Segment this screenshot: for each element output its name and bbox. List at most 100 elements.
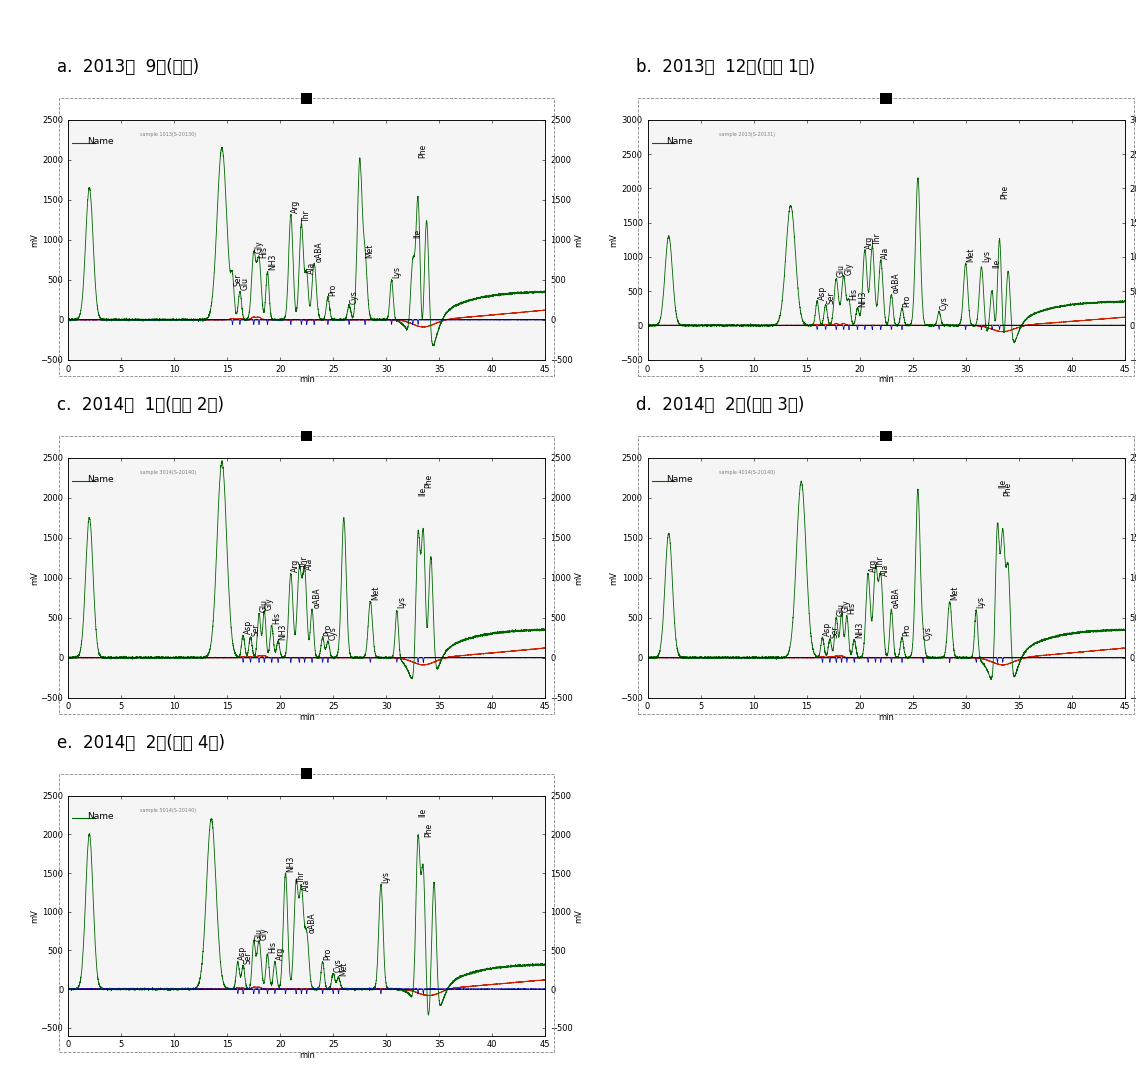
Text: Lys: Lys — [982, 251, 991, 263]
Text: Ala: Ala — [882, 246, 891, 259]
Text: Pro: Pro — [328, 283, 337, 295]
Y-axis label: mV: mV — [31, 909, 39, 922]
Text: His: His — [850, 288, 859, 300]
Text: NH3: NH3 — [286, 856, 295, 872]
Text: Ala: Ala — [307, 262, 316, 275]
Text: Cys: Cys — [328, 627, 337, 640]
Text: His: His — [259, 246, 268, 258]
Text: Pro: Pro — [902, 294, 911, 307]
Text: Ile: Ile — [418, 808, 427, 818]
Text: Thr: Thr — [296, 870, 306, 883]
Text: Phe: Phe — [424, 474, 433, 488]
Text: Arg: Arg — [866, 235, 875, 249]
X-axis label: min: min — [299, 713, 315, 722]
Y-axis label: mV: mV — [575, 233, 583, 246]
Text: Ser: Ser — [243, 952, 252, 965]
Text: b.  2013년  12월(숙성 1달): b. 2013년 12월(숙성 1달) — [636, 58, 816, 76]
Text: Gly: Gly — [842, 600, 851, 613]
Text: sample 5014(S-20140): sample 5014(S-20140) — [140, 808, 195, 813]
Y-axis label: mV: mV — [575, 571, 583, 584]
Text: Met: Met — [950, 585, 959, 601]
Text: αABA: αABA — [307, 912, 316, 933]
Text: Met: Met — [366, 244, 375, 258]
Text: Lys: Lys — [398, 596, 407, 608]
Text: Thr: Thr — [876, 556, 885, 568]
Text: Glu: Glu — [837, 603, 846, 616]
Text: Thr: Thr — [302, 209, 311, 222]
Text: Met: Met — [339, 961, 348, 976]
Text: αABA: αABA — [312, 588, 321, 608]
Text: sample 2013(S-20131): sample 2013(S-20131) — [719, 132, 775, 137]
Text: Cys: Cys — [939, 296, 949, 311]
Text: Gly: Gly — [844, 262, 853, 275]
Text: Glu: Glu — [259, 600, 268, 613]
Text: Met: Met — [370, 585, 379, 601]
Text: Pro: Pro — [323, 948, 332, 960]
Text: Name: Name — [87, 812, 114, 822]
X-axis label: min: min — [299, 375, 315, 384]
Text: Thr: Thr — [872, 232, 882, 245]
Text: Asp: Asp — [818, 286, 827, 300]
Y-axis label: mV: mV — [575, 909, 583, 922]
Text: Arg: Arg — [275, 947, 284, 960]
Text: Arg: Arg — [291, 199, 300, 213]
Text: Cys: Cys — [350, 290, 359, 304]
Text: Ser: Ser — [826, 291, 835, 303]
Text: Ala: Ala — [882, 564, 891, 577]
Text: αABA: αABA — [892, 272, 901, 293]
Text: Asp: Asp — [243, 619, 252, 633]
Text: a.  2013년  9월(제조): a. 2013년 9월(제조) — [57, 58, 199, 76]
Text: Asp: Asp — [239, 946, 248, 960]
Text: Gly: Gly — [259, 926, 268, 940]
Text: Gly: Gly — [265, 597, 274, 609]
Text: Phe: Phe — [418, 144, 427, 158]
X-axis label: min: min — [878, 375, 894, 384]
Text: His: His — [268, 941, 277, 953]
Text: sample 3014(S-20140): sample 3014(S-20140) — [140, 470, 195, 475]
Text: Ile: Ile — [997, 479, 1006, 488]
X-axis label: min: min — [299, 1051, 315, 1059]
X-axis label: min: min — [878, 713, 894, 722]
Text: Name: Name — [667, 136, 693, 146]
Text: c.  2014년  1월(숙성 2달): c. 2014년 1월(숙성 2달) — [57, 396, 224, 414]
Text: Gly: Gly — [254, 240, 264, 253]
Text: Name: Name — [87, 474, 114, 484]
Text: Lys: Lys — [382, 871, 391, 883]
Text: Ile: Ile — [414, 229, 423, 239]
Text: Ser: Ser — [830, 625, 840, 638]
Text: Ser: Ser — [251, 623, 260, 637]
Text: Cys: Cys — [334, 958, 343, 972]
Y-axis label: mV: mV — [31, 233, 39, 246]
Text: d.  2014년  2월(숙성 3달): d. 2014년 2월(숙성 3달) — [636, 396, 804, 414]
Text: His: His — [847, 603, 857, 615]
Y-axis label: mV: mV — [31, 571, 39, 584]
Text: Met: Met — [966, 249, 975, 263]
Text: sample 1013(S-20130): sample 1013(S-20130) — [140, 132, 195, 137]
Y-axis label: mV: mV — [610, 233, 618, 246]
Text: Glu: Glu — [254, 928, 264, 941]
Text: Pro: Pro — [323, 623, 332, 637]
Text: Ala: Ala — [306, 557, 315, 570]
Text: Lys: Lys — [977, 596, 986, 608]
Text: NH3: NH3 — [278, 623, 287, 640]
Text: e.  2014년  2월(숙성 4달): e. 2014년 2월(숙성 4달) — [57, 734, 225, 752]
Text: Ala: Ala — [302, 879, 311, 891]
Text: Glu: Glu — [241, 277, 250, 290]
Text: Name: Name — [667, 474, 693, 484]
Text: Name: Name — [87, 136, 114, 146]
Text: αABA: αABA — [892, 588, 901, 608]
Text: Asp: Asp — [822, 622, 832, 637]
Text: αABA: αABA — [315, 242, 324, 263]
Text: sample 4014(S-20140): sample 4014(S-20140) — [719, 470, 775, 475]
Text: Arg: Arg — [291, 559, 300, 572]
Text: Ile: Ile — [418, 487, 427, 496]
Y-axis label: mV: mV — [610, 571, 618, 584]
Text: Lys: Lys — [392, 266, 401, 278]
Text: Arg: Arg — [869, 559, 878, 572]
Text: Ser: Ser — [233, 274, 242, 287]
Text: Cys: Cys — [924, 627, 933, 640]
Text: Pro: Pro — [902, 623, 911, 637]
Text: NH3: NH3 — [858, 291, 867, 307]
Text: Phe: Phe — [1000, 185, 1009, 199]
Text: Phe: Phe — [424, 823, 433, 837]
